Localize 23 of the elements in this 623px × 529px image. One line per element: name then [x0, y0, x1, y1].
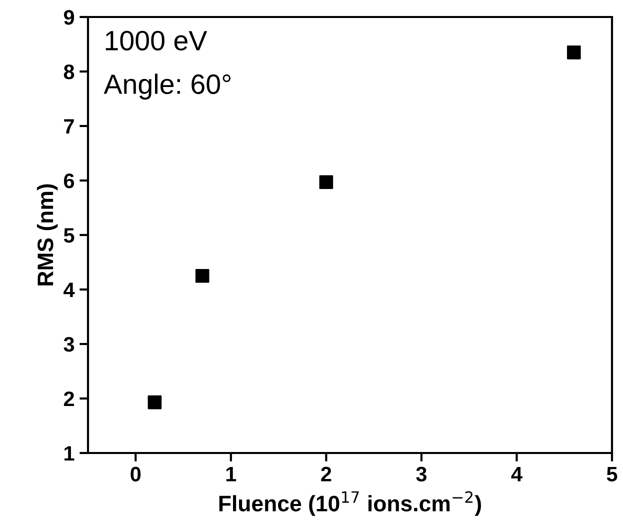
annotation: Angle: 60° [104, 74, 231, 100]
x-tick-label: 3 [416, 466, 426, 482]
y-axis-title: RMS (nm) [36, 184, 58, 286]
x-tick-label: 5 [606, 466, 618, 482]
point [566, 46, 581, 60]
annotation: 1000 eV [106, 30, 208, 50]
x-tick-label: 0 [130, 466, 141, 482]
point [195, 268, 210, 283]
y-tick-label: 4 [64, 282, 75, 298]
x-tick-label: 4 [511, 466, 522, 482]
y-tick-label: 5 [64, 228, 74, 243]
point [148, 395, 162, 410]
y-tick-label: 9 [64, 10, 74, 25]
y-tick-label: 8 [64, 64, 74, 80]
x-axis-title: Fluence (10$^{17}$ ions.cm$^{−2}$) [219, 491, 481, 516]
y-tick-label: 7 [64, 119, 74, 134]
point [319, 175, 334, 190]
y-tick-label: 6 [64, 174, 74, 188]
y-tick-label: 1 [64, 446, 74, 461]
y-tick-label: 2 [64, 392, 74, 406]
x-tick-label: 2 [321, 466, 332, 482]
y-tick-label: 3 [64, 337, 74, 352]
x-tick-label: 1 [226, 466, 236, 482]
